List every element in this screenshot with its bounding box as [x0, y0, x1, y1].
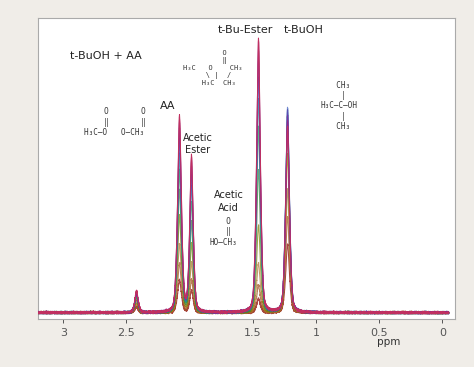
Text: t-Bu-Ester: t-Bu-Ester: [218, 25, 273, 35]
Text: AA: AA: [160, 101, 176, 111]
Text: O
      ‖
H₃C   O    CH₃
   \ |  /
   H₃C  CH₃: O ‖ H₃C O CH₃ \ | / H₃C CH₃: [182, 50, 242, 86]
Text: t-BuOH + AA: t-BuOH + AA: [70, 51, 141, 61]
Text: t-BuOH: t-BuOH: [283, 25, 323, 35]
Text: CH₃
  |
H₃C—C—OH
  |
  CH₃: CH₃ | H₃C—C—OH | CH₃: [320, 81, 357, 131]
Text: Acetic
Ester: Acetic Ester: [183, 133, 213, 155]
Text: O       O
     ‖       ‖
H₃C—O   O—CH₃: O O ‖ ‖ H₃C—O O—CH₃: [82, 108, 146, 137]
Text: Acetic
Acid: Acetic Acid: [214, 190, 244, 212]
Text: O
  ‖
HO—CH₃: O ‖ HO—CH₃: [210, 217, 237, 247]
Text: ppm: ppm: [377, 337, 400, 347]
